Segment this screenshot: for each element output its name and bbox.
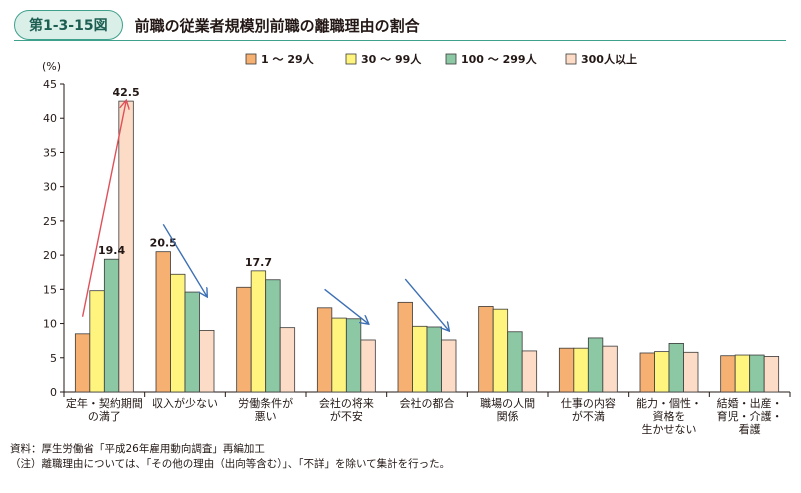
legend-label: 1 〜 29人 bbox=[261, 52, 315, 66]
x-category-label: 育児・介護・ bbox=[717, 409, 783, 423]
bar bbox=[155, 251, 171, 393]
bar bbox=[492, 308, 509, 393]
bar bbox=[331, 317, 347, 393]
x-category-label: が不安 bbox=[330, 409, 363, 423]
y-tick-label: 5 bbox=[50, 352, 57, 365]
x-category-label: 職場の人間 bbox=[480, 397, 535, 410]
footnote: （注）離職理由については、「その他の理由（出向等含む）」、「不詳」を除いて集計を… bbox=[10, 458, 451, 470]
y-tick-label: 0 bbox=[50, 386, 57, 399]
bar bbox=[74, 333, 91, 393]
x-category-label: 会社の将来 bbox=[319, 396, 374, 410]
bar bbox=[763, 356, 780, 393]
bar bbox=[250, 270, 267, 393]
bar bbox=[412, 325, 428, 393]
bar bbox=[668, 343, 684, 393]
bar bbox=[360, 339, 376, 393]
bar bbox=[521, 350, 538, 393]
bar bbox=[573, 347, 589, 393]
legend-swatch bbox=[445, 53, 457, 65]
y-tick-label: 40 bbox=[43, 112, 57, 125]
bar bbox=[507, 331, 523, 393]
header-divider bbox=[14, 40, 786, 41]
bar bbox=[602, 345, 618, 393]
bar bbox=[639, 352, 655, 393]
bar bbox=[426, 326, 442, 393]
y-tick-label: 20 bbox=[43, 249, 57, 262]
bar bbox=[279, 327, 296, 393]
x-category-label: 悪い bbox=[255, 410, 277, 423]
legend-label: 300人以上 bbox=[581, 52, 637, 66]
trend-arrow bbox=[404, 278, 449, 330]
figure-number-badge: 第1-3-15図 bbox=[14, 10, 123, 40]
data-label: 42.5 bbox=[113, 86, 140, 99]
bar bbox=[184, 291, 200, 393]
bar bbox=[103, 258, 120, 393]
bar bbox=[587, 337, 604, 393]
figure-title: 前職の従業者規模別前職の離職理由の割合 bbox=[134, 16, 420, 35]
data-label: 17.7 bbox=[245, 256, 272, 269]
x-category-label: 収入が少ない bbox=[152, 396, 218, 410]
x-category-label: 定年・契約期間 bbox=[66, 396, 143, 410]
bar bbox=[397, 301, 413, 393]
trend-arrow bbox=[162, 223, 207, 296]
y-tick-label: 30 bbox=[43, 181, 57, 194]
data-label: 20.5 bbox=[150, 237, 177, 250]
bar bbox=[478, 306, 494, 393]
legend-label: 30 〜 99人 bbox=[361, 52, 422, 66]
source-note: 資料：厚生労働省「平成26年雇用動向調査」再編加工 bbox=[10, 443, 265, 455]
y-tick-label: 45 bbox=[43, 78, 57, 91]
bar bbox=[749, 354, 765, 393]
legend-swatch bbox=[345, 53, 357, 65]
x-category-label: 生かせない bbox=[642, 422, 697, 436]
x-category-label: 資格を bbox=[653, 409, 686, 423]
figure-notes: 資料：厚生労働省「平成26年雇用動向調査」再編加工 （注）離職理由については、「… bbox=[10, 442, 450, 472]
bar bbox=[720, 355, 736, 393]
y-tick-label: 25 bbox=[43, 215, 57, 228]
data-label: 19.4 bbox=[98, 244, 125, 257]
legend-label: 100 〜 299人 bbox=[461, 52, 538, 66]
y-tick-label: 15 bbox=[43, 283, 57, 296]
x-category-label: 仕事の内容 bbox=[561, 396, 616, 410]
bar bbox=[441, 339, 457, 393]
bar bbox=[236, 286, 252, 393]
y-tick-label: 35 bbox=[43, 146, 57, 159]
bar bbox=[558, 347, 575, 393]
x-category-label: 結婚・出産・ bbox=[717, 396, 783, 410]
bar bbox=[345, 318, 362, 393]
y-axis-unit: (%) bbox=[42, 60, 61, 73]
bar bbox=[265, 279, 281, 393]
x-category-label: 会社の都合 bbox=[400, 396, 455, 410]
x-category-label: の満了 bbox=[88, 410, 121, 423]
bar bbox=[89, 290, 105, 393]
bar bbox=[734, 354, 751, 393]
bar bbox=[199, 329, 215, 393]
x-category-label: 看護 bbox=[739, 422, 761, 436]
bar bbox=[654, 351, 670, 393]
trend-arrow bbox=[81, 101, 127, 317]
x-category-label: が不満 bbox=[572, 409, 605, 423]
x-category-label: 関係 bbox=[497, 410, 519, 423]
bar bbox=[316, 307, 333, 393]
x-category-label: 能力・個性・ bbox=[636, 396, 702, 410]
bar bbox=[170, 273, 186, 393]
x-category-label: 労働条件が bbox=[238, 396, 293, 410]
trend-arrow bbox=[324, 288, 369, 323]
legend-swatch bbox=[565, 53, 577, 65]
bar bbox=[683, 351, 699, 393]
figure-header: 第1-3-15図 前職の従業者規模別前職の離職理由の割合 bbox=[14, 10, 420, 40]
legend-swatch bbox=[245, 53, 257, 65]
y-tick-label: 10 bbox=[43, 318, 57, 331]
